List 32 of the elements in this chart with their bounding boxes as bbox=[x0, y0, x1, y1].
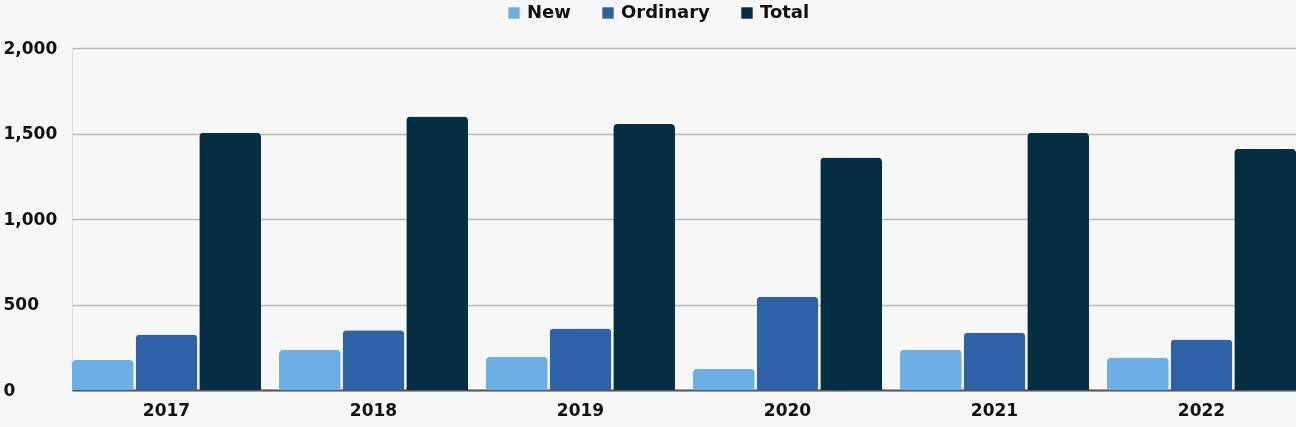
bar bbox=[342, 330, 405, 390]
y-tick-label: 1,000 bbox=[3, 208, 58, 229]
bar bbox=[1107, 357, 1169, 390]
bar bbox=[613, 124, 675, 390]
bar bbox=[279, 349, 341, 390]
bar bbox=[549, 328, 612, 390]
x-tick-label: 2018 bbox=[349, 399, 398, 420]
bar bbox=[1170, 339, 1233, 390]
legend-label: Ordinary bbox=[621, 1, 711, 22]
bar bbox=[135, 334, 198, 390]
legend-label: New bbox=[527, 1, 571, 22]
bar bbox=[1234, 148, 1296, 390]
y-tick-label: 1,500 bbox=[3, 123, 58, 143]
bar bbox=[72, 360, 134, 390]
legend-label: Total bbox=[760, 1, 810, 22]
bar bbox=[756, 296, 819, 390]
y-tick-label: 500 bbox=[3, 294, 40, 314]
x-tick-label: 2022 bbox=[1177, 399, 1226, 420]
bar bbox=[693, 368, 755, 390]
y-tick-label: 0 bbox=[3, 379, 16, 400]
bar bbox=[820, 157, 882, 390]
x-tick-label: 2019 bbox=[556, 399, 605, 420]
bar bbox=[199, 132, 261, 390]
bar bbox=[900, 349, 962, 390]
bar bbox=[1027, 132, 1089, 390]
bar bbox=[406, 116, 468, 390]
x-tick-label: 2017 bbox=[142, 399, 191, 420]
bar bbox=[963, 332, 1026, 390]
y-tick-label: 2,000 bbox=[3, 37, 58, 58]
bar bbox=[486, 356, 548, 390]
x-tick-label: 2020 bbox=[763, 399, 812, 420]
x-tick-label: 2021 bbox=[970, 399, 1019, 420]
